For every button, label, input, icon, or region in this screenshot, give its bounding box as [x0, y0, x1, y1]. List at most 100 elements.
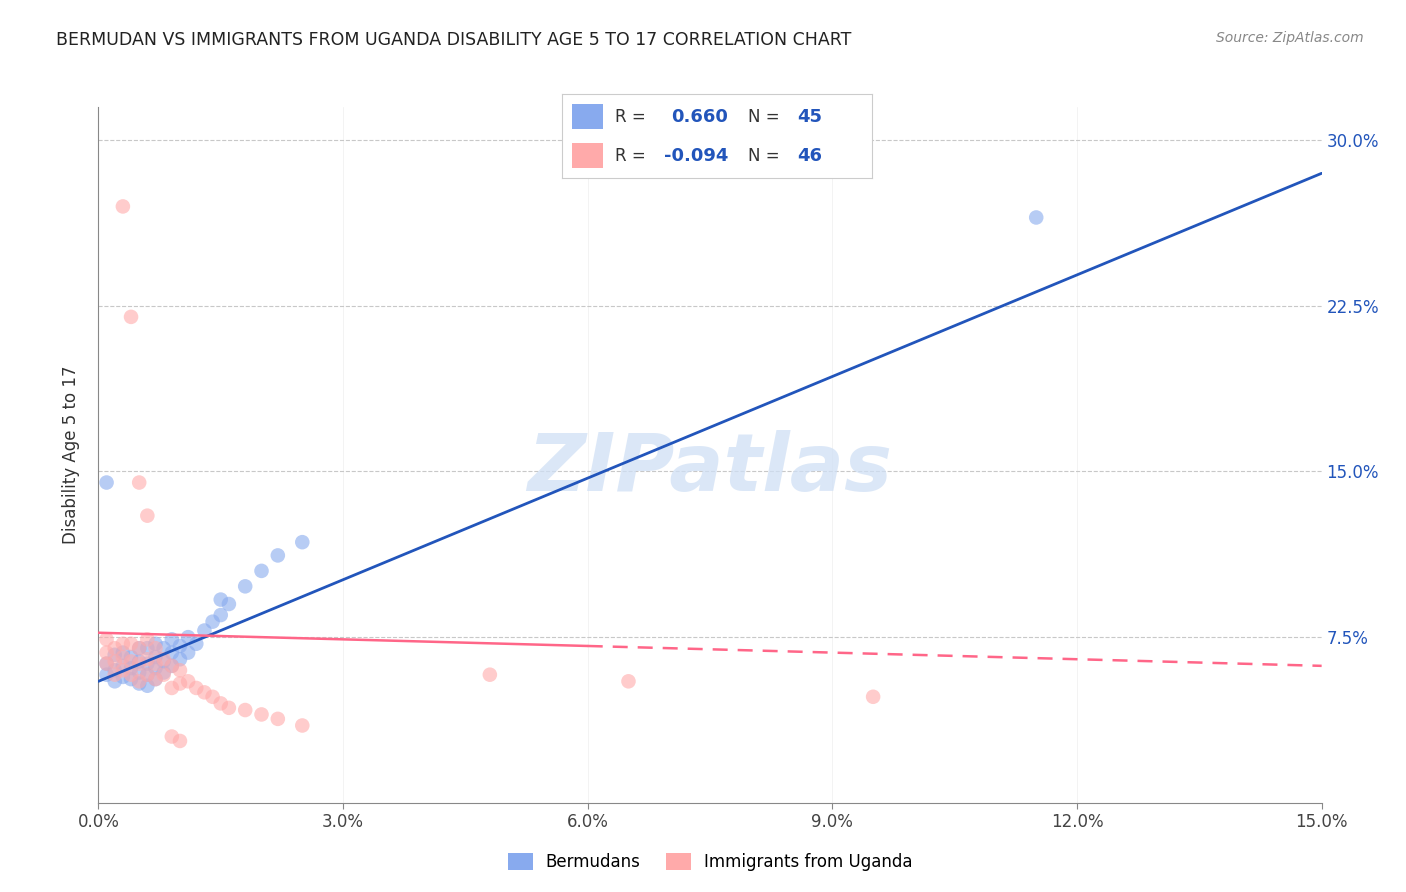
Point — [291, 718, 314, 732]
Point — [111, 637, 134, 651]
Point — [177, 674, 200, 689]
Point — [160, 658, 183, 673]
Point — [120, 672, 142, 686]
Point — [218, 597, 240, 611]
Point — [160, 632, 183, 647]
Point — [96, 667, 118, 681]
Point — [169, 734, 191, 748]
Point — [169, 639, 191, 653]
Text: ZIPatlas: ZIPatlas — [527, 430, 893, 508]
Point — [177, 646, 200, 660]
Text: 46: 46 — [797, 146, 823, 164]
Point — [96, 475, 118, 490]
Point — [145, 672, 167, 686]
Point — [128, 674, 150, 689]
Point — [104, 655, 127, 669]
Point — [136, 508, 159, 523]
Point — [104, 648, 127, 662]
Point — [233, 703, 256, 717]
Point — [145, 661, 167, 675]
Point — [128, 657, 150, 671]
Text: 0.660: 0.660 — [671, 108, 727, 126]
Point — [136, 679, 159, 693]
FancyBboxPatch shape — [572, 143, 603, 169]
Point — [104, 667, 127, 681]
Point — [96, 646, 118, 660]
Point — [136, 641, 159, 656]
Point — [169, 663, 191, 677]
Text: N =: N = — [748, 108, 785, 126]
Point — [128, 655, 150, 669]
Text: BERMUDAN VS IMMIGRANTS FROM UGANDA DISABILITY AGE 5 TO 17 CORRELATION CHART: BERMUDAN VS IMMIGRANTS FROM UGANDA DISAB… — [56, 31, 852, 49]
Point — [152, 667, 174, 681]
Y-axis label: Disability Age 5 to 17: Disability Age 5 to 17 — [62, 366, 80, 544]
Point — [96, 657, 118, 671]
Point — [136, 652, 159, 666]
Point — [160, 658, 183, 673]
Point — [104, 641, 127, 656]
Point — [111, 650, 134, 665]
Point — [152, 652, 174, 666]
Point — [193, 624, 215, 638]
Text: Source: ZipAtlas.com: Source: ZipAtlas.com — [1216, 31, 1364, 45]
Point — [250, 564, 273, 578]
Point — [267, 549, 290, 563]
Point — [120, 637, 142, 651]
Point — [96, 632, 118, 647]
Point — [136, 667, 159, 681]
Point — [111, 670, 134, 684]
Point — [145, 641, 167, 656]
Text: 45: 45 — [797, 108, 823, 126]
Point — [152, 665, 174, 680]
Point — [128, 641, 150, 656]
Point — [145, 657, 167, 671]
Point — [128, 665, 150, 680]
Point — [128, 676, 150, 690]
Point — [120, 667, 142, 681]
Point — [120, 310, 142, 324]
Point — [209, 592, 232, 607]
Point — [160, 646, 183, 660]
Point — [291, 535, 314, 549]
Point — [160, 730, 183, 744]
Point — [96, 657, 118, 671]
Point — [1025, 211, 1047, 225]
Point — [169, 652, 191, 666]
Point — [128, 641, 150, 656]
Point — [862, 690, 884, 704]
Text: R =: R = — [614, 108, 651, 126]
Point — [218, 701, 240, 715]
Point — [201, 615, 224, 629]
Text: -0.094: -0.094 — [665, 146, 728, 164]
Text: R =: R = — [614, 146, 651, 164]
Point — [177, 630, 200, 644]
Point — [209, 608, 232, 623]
Point — [120, 661, 142, 675]
Point — [478, 667, 501, 681]
Point — [145, 650, 167, 665]
Text: N =: N = — [748, 146, 785, 164]
Point — [136, 667, 159, 681]
Point — [267, 712, 290, 726]
Point — [169, 676, 191, 690]
Point — [209, 697, 232, 711]
Point — [233, 579, 256, 593]
Point — [152, 655, 174, 669]
Point — [201, 690, 224, 704]
Point — [186, 637, 208, 651]
FancyBboxPatch shape — [572, 103, 603, 129]
Point — [136, 657, 159, 671]
Point — [128, 475, 150, 490]
Point — [120, 655, 142, 669]
Point — [104, 674, 127, 689]
Legend: Bermudans, Immigrants from Uganda: Bermudans, Immigrants from Uganda — [501, 847, 920, 878]
Point — [186, 681, 208, 695]
Point — [250, 707, 273, 722]
Point — [160, 681, 183, 695]
Point — [145, 637, 167, 651]
Point — [120, 650, 142, 665]
Point — [111, 199, 134, 213]
Point — [152, 641, 174, 656]
Point — [111, 658, 134, 673]
Point — [111, 663, 134, 677]
